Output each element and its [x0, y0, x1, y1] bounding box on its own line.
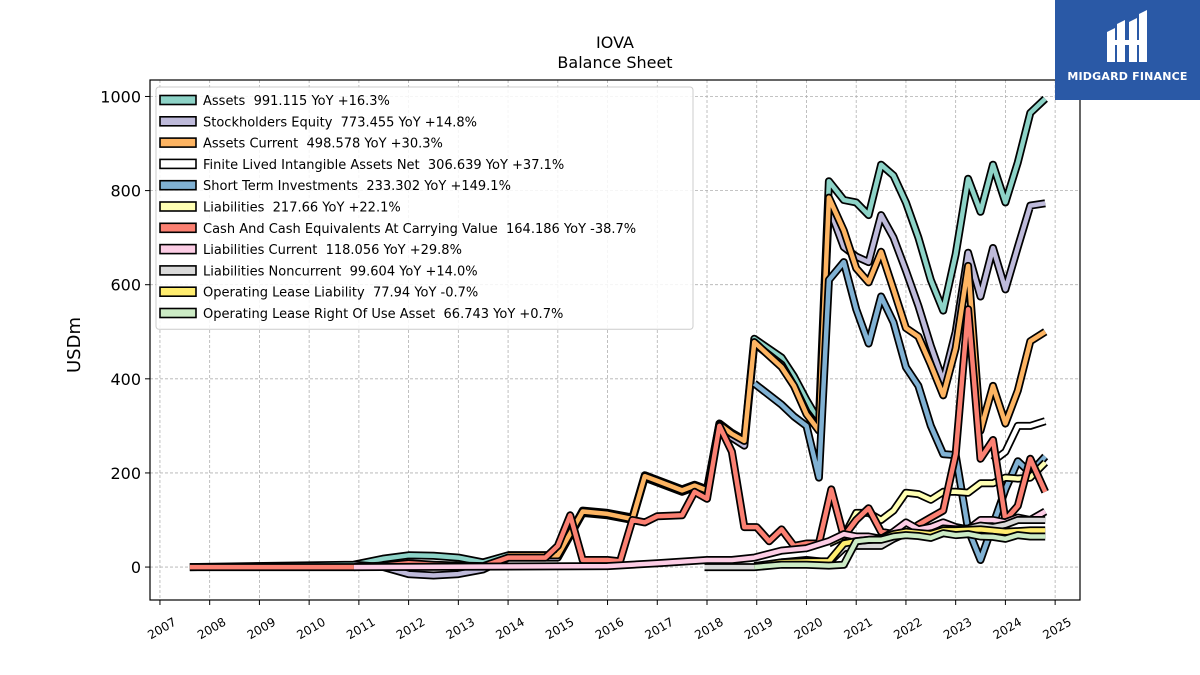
legend-swatch	[159, 286, 197, 298]
series-line	[991, 419, 1046, 463]
y-tick-label: 1000	[100, 87, 141, 106]
chart-title: IOVA	[596, 33, 634, 52]
legend-swatch	[159, 116, 197, 127]
series-10	[753, 529, 1046, 572]
legend-label: Liabilities Noncurrent 99.604 YoY +14.0%	[203, 264, 478, 279]
legend-label: Liabilities 217.66 YoY +22.1%	[203, 201, 401, 216]
y-axis-label: USDm	[64, 317, 85, 373]
series-6	[189, 305, 1049, 572]
legend-label: Operating Lease Right Of Use Asset 66.74…	[203, 307, 563, 322]
legend-label: Assets 991.115 YoY +16.3%	[203, 94, 390, 109]
legend-swatch	[159, 201, 197, 212]
series-4	[751, 258, 1049, 564]
legend-label: Short Term Investments 233.302 YoY +149.…	[203, 179, 511, 194]
series-line	[189, 306, 1048, 570]
series-layer	[189, 95, 1049, 580]
chart-subtitle: Balance Sheet	[557, 53, 672, 72]
legend-swatch	[159, 179, 197, 191]
legend-label: Finite Lived Intangible Assets Net 306.6…	[203, 158, 564, 173]
legend-swatch	[159, 243, 197, 255]
legend-swatch	[159, 158, 197, 170]
legend-swatch	[159, 307, 197, 319]
legend: Assets 991.115 YoY +16.3% Stockholders Eq…	[155, 86, 694, 330]
y-tick-label: 200	[110, 464, 141, 483]
midgard-finance-logo: MIDGARD FINANCE	[1055, 0, 1200, 100]
series-line	[754, 530, 1046, 570]
logo-text: MIDGARD FINANCE	[1067, 70, 1188, 83]
y-tick-label: 400	[110, 370, 141, 389]
midgard-logo-icon	[1055, 0, 1200, 100]
plot-frame	[149, 79, 1081, 601]
series-line	[752, 259, 1047, 563]
legend-label: Assets Current 498.578 YoY +30.3%	[203, 137, 443, 152]
legend-box	[155, 86, 694, 330]
legend-label: Operating Lease Liability 77.94 YoY -0.7…	[203, 286, 478, 301]
legend-label: Cash And Cash Equivalents At Carrying Va…	[203, 222, 636, 237]
y-tick-label: 0	[131, 558, 141, 577]
y-axis-ticks: 0 200 400 600 800 1000	[100, 87, 150, 577]
legend-swatch	[159, 94, 197, 106]
series-3	[990, 417, 1047, 465]
legend-swatch	[159, 265, 197, 276]
legend-label: Stockholders Equity 773.455 YoY +14.8%	[203, 115, 477, 130]
legend-label: Liabilities Current 118.056 YoY +29.8%	[203, 243, 462, 258]
x-axis-ticks: 2007 2008 2009 2010 2011 2012 2013 2014 2015 2016…	[145, 600, 1074, 642]
y-tick-label: 800	[110, 182, 141, 201]
y-tick-label: 600	[110, 276, 141, 295]
legend-swatch	[159, 137, 197, 148]
legend-swatch	[159, 222, 197, 234]
